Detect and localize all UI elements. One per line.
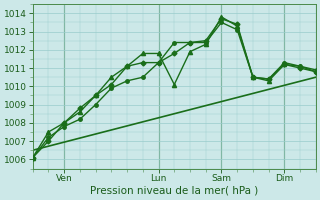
X-axis label: Pression niveau de la mer( hPa ): Pression niveau de la mer( hPa ) bbox=[90, 186, 259, 196]
